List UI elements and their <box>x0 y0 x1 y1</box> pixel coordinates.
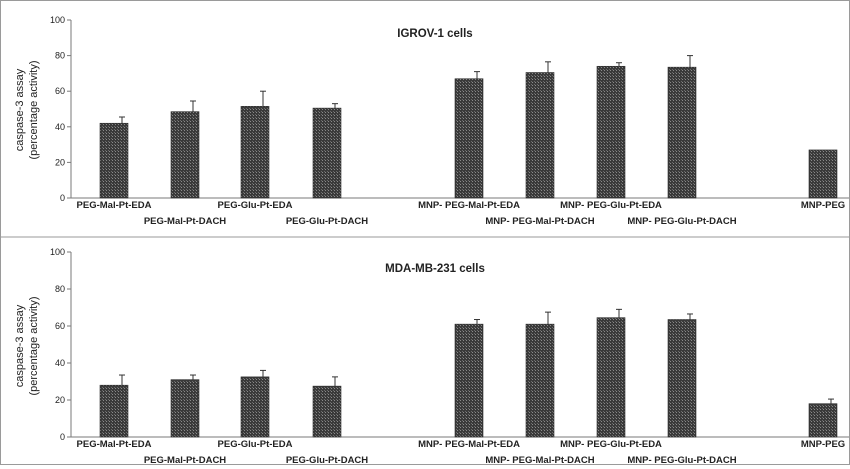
bar <box>312 107 342 199</box>
chart-axes: 0 20 40 60 80 100 <box>50 247 849 442</box>
y-tick-label: 60 <box>55 321 65 331</box>
bar <box>525 323 555 438</box>
chart-title: MDA-MB-231 cells <box>385 263 485 275</box>
bar <box>240 106 270 199</box>
category-label: PEG-Mal-Pt-DACH <box>144 216 226 227</box>
y-axis-label-line-1: caspase-3 assay <box>14 68 26 151</box>
category-label: MNP- PEG-Mal-Pt-DACH <box>485 455 594 464</box>
bar <box>170 111 200 199</box>
bar <box>454 323 484 438</box>
y-tick-label: 20 <box>55 395 65 405</box>
bar <box>99 122 129 199</box>
category-labels: PEG-Mal-Pt-EDA PEG-Mal-Pt-DACH PEG-Glu-Pt-… <box>77 439 846 466</box>
category-label: MNP-PEG <box>801 439 845 450</box>
y-tick-label: 0 <box>60 432 65 442</box>
chart-panel-mda: MDA-MB-231 cells caspase-3 assay (percen… <box>14 247 849 466</box>
y-tick-label: 100 <box>50 15 65 25</box>
category-label: PEG-Glu-Pt-DACH <box>286 216 368 227</box>
category-label: MNP- PEG-Mal-Pt-DACH <box>485 216 594 227</box>
y-tick-label: 60 <box>55 86 65 96</box>
y-tick-label: 0 <box>60 193 65 203</box>
chart-bars <box>99 55 838 199</box>
chart-title: IGROV-1 cells <box>397 28 472 40</box>
category-label: MNP- PEG-Glu-Pt-EDA <box>560 439 662 450</box>
y-axis-label-line-2: (percentage activity) <box>28 60 40 159</box>
category-label: PEG-Mal-Pt-EDA <box>77 439 152 450</box>
bar <box>170 379 200 438</box>
bar <box>596 65 626 199</box>
category-label: MNP-PEG <box>801 200 845 211</box>
category-label: MNP- PEG-Glu-Pt-EDA <box>560 200 662 211</box>
bar <box>596 317 626 438</box>
category-label: MNP- PEG-Mal-Pt-EDA <box>418 200 520 211</box>
y-tick-label: 40 <box>55 358 65 368</box>
y-tick-label: 80 <box>55 51 65 61</box>
chart-panel-igrov: IGROV-1 cells caspase-3 assay (percentag… <box>14 15 849 227</box>
bar <box>240 376 270 438</box>
bar <box>525 72 555 199</box>
category-label: PEG-Glu-Pt-EDA <box>218 200 293 211</box>
chart-axes: 0 20 40 60 80 100 <box>50 15 849 203</box>
bar <box>808 149 838 199</box>
bar <box>454 78 484 199</box>
bar <box>667 66 697 199</box>
bar <box>667 319 697 438</box>
y-tick-label: 100 <box>50 247 65 257</box>
y-tick-label: 40 <box>55 122 65 132</box>
category-label: MNP- PEG-Glu-Pt-DACH <box>627 216 736 227</box>
y-tick-label: 80 <box>55 284 65 294</box>
category-label: PEG-Mal-Pt-DACH <box>144 455 226 464</box>
category-label: MNP- PEG-Mal-Pt-EDA <box>418 439 520 450</box>
bar <box>99 384 129 438</box>
y-tick-label: 20 <box>55 157 65 167</box>
bar <box>312 385 342 438</box>
y-axis-label-line-1: caspase-3 assay <box>14 304 26 387</box>
category-label: PEG-Glu-Pt-DACH <box>286 455 368 464</box>
bar <box>808 403 838 438</box>
chart-bars <box>99 308 838 438</box>
category-label: PEG-Glu-Pt-EDA <box>218 439 293 450</box>
y-axis-label-line-2: (percentage activity) <box>28 296 40 395</box>
category-label: MNP- PEG-Glu-Pt-DACH <box>627 455 736 464</box>
category-label: PEG-Mal-Pt-EDA <box>77 200 152 211</box>
category-labels: PEG-Mal-Pt-EDA PEG-Mal-Pt-DACH PEG-Glu-Pt-… <box>77 200 846 227</box>
